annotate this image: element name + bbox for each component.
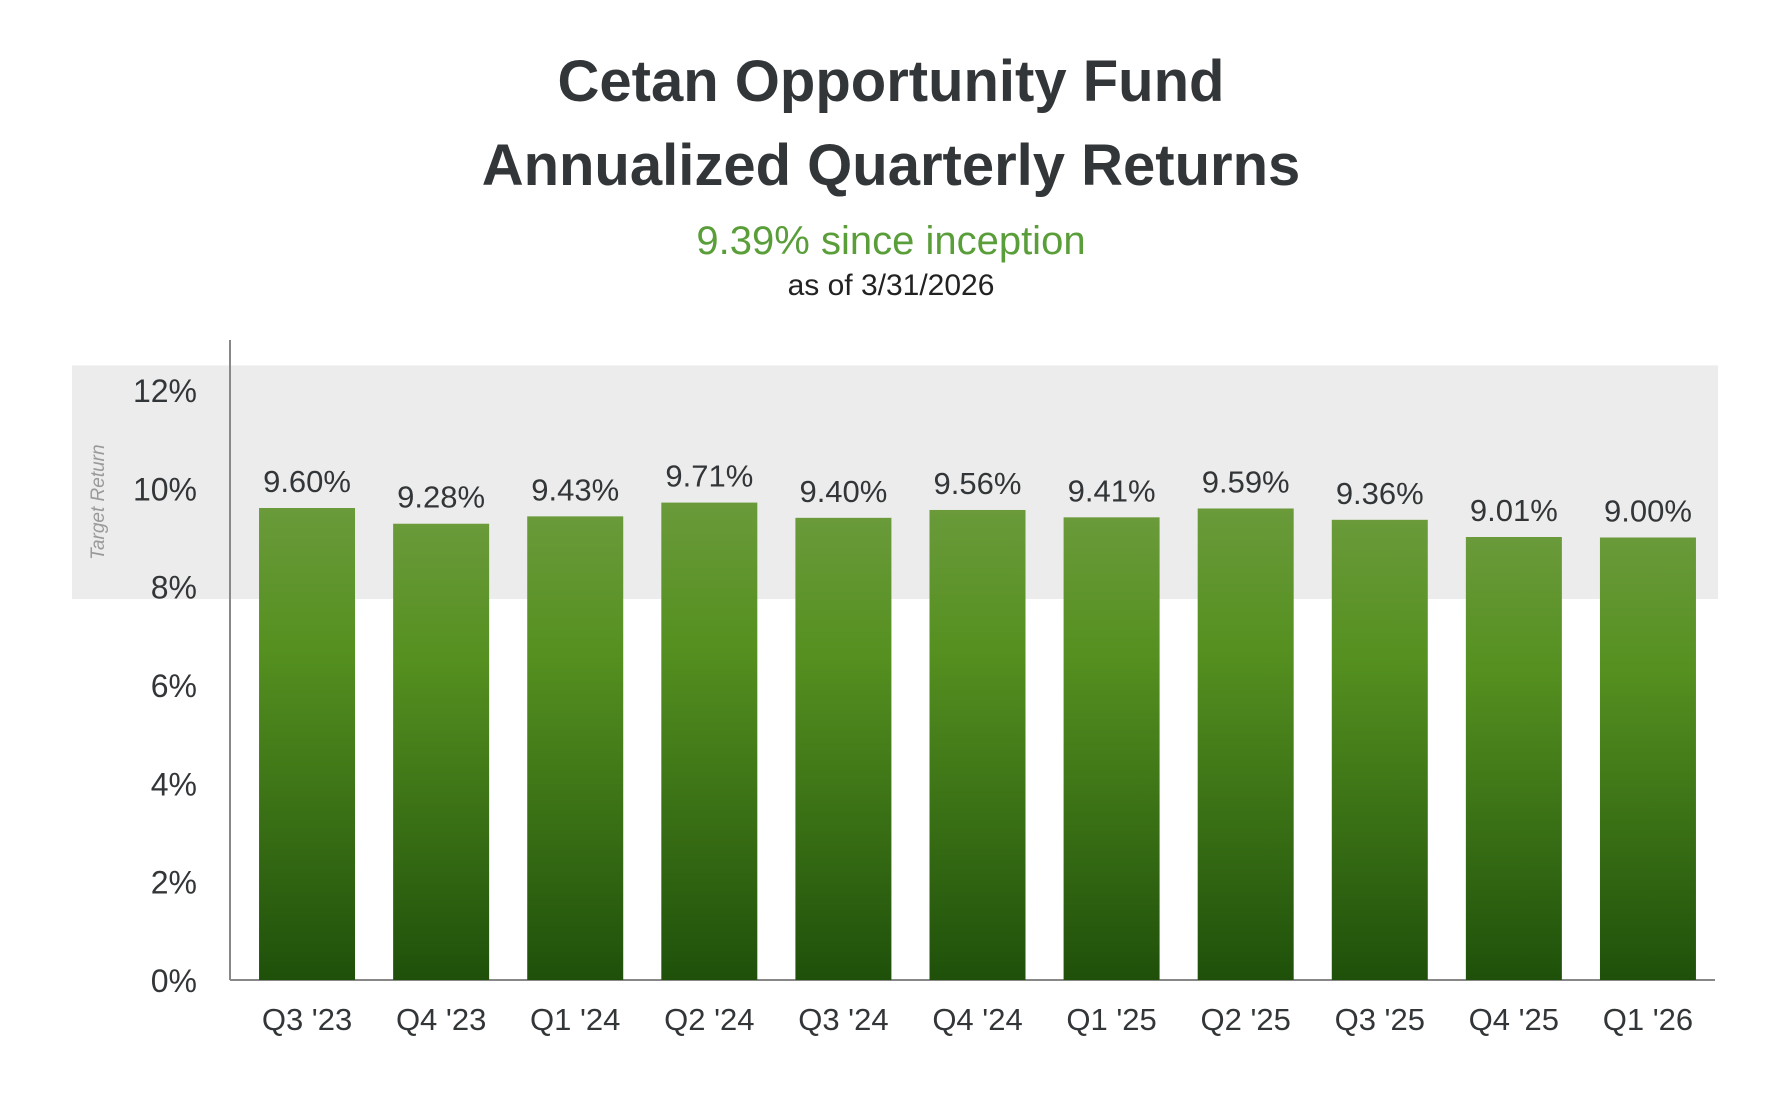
bar	[795, 517, 892, 980]
x-tick-label: Q1 '24	[530, 1002, 620, 1037]
bar	[1197, 508, 1294, 980]
bar	[661, 502, 758, 980]
x-tick-label: Q3 '25	[1335, 1002, 1425, 1037]
since-inception-return: 9.39% since inception	[696, 219, 1086, 263]
bar-value-label: 9.40%	[799, 474, 887, 509]
bar-value-label: 9.28%	[397, 480, 485, 515]
x-tick-label: Q4 '24	[932, 1002, 1022, 1037]
bar	[1599, 537, 1696, 980]
bar	[1063, 517, 1160, 980]
bar	[929, 509, 1026, 980]
x-tick-label: Q4 '23	[396, 1002, 486, 1037]
bar	[1465, 537, 1562, 980]
y-tick-label: 12%	[133, 373, 197, 409]
bar	[259, 508, 356, 980]
bar-value-label: 9.43%	[531, 472, 619, 507]
bar-value-label: 9.00%	[1604, 494, 1692, 529]
as-of-date: as of 3/31/2026	[787, 269, 995, 302]
bar-value-label: 9.01%	[1470, 493, 1558, 528]
bar	[527, 516, 624, 980]
y-tick-label: 0%	[151, 963, 197, 999]
y-tick-label: 6%	[151, 668, 197, 704]
x-tick-label: Q3 '23	[262, 1002, 352, 1037]
bar-value-label: 9.71%	[665, 459, 753, 494]
x-tick-label: Q1 '26	[1603, 1002, 1693, 1037]
bar	[1331, 519, 1428, 980]
bar-value-label: 9.59%	[1202, 464, 1290, 499]
bar-value-label: 9.56%	[934, 466, 1022, 501]
chart-title-line2: Annualized Quarterly Returns	[481, 133, 1301, 198]
y-tick-label: 4%	[151, 766, 197, 802]
y-tick-label: 2%	[151, 865, 197, 901]
x-tick-label: Q3 '24	[798, 1002, 888, 1037]
x-tick-label: Q2 '24	[664, 1002, 754, 1037]
y-tick-label: 8%	[151, 570, 197, 606]
bar	[393, 523, 490, 980]
x-tick-label: Q1 '25	[1066, 1002, 1156, 1037]
target-return-label: Target Return	[88, 444, 109, 559]
y-tick-label: 10%	[133, 471, 197, 507]
x-tick-label: Q2 '25	[1200, 1002, 1290, 1037]
bar-value-label: 9.36%	[1336, 476, 1424, 511]
bar-value-label: 9.41%	[1068, 473, 1156, 508]
chart-title-line1: Cetan Opportunity Fund	[557, 49, 1225, 114]
chart-header: Cetan Opportunity Fund Annualized Quarte…	[0, 40, 1782, 306]
x-tick-label: Q4 '25	[1469, 1002, 1559, 1037]
bar-value-label: 9.60%	[263, 464, 351, 499]
